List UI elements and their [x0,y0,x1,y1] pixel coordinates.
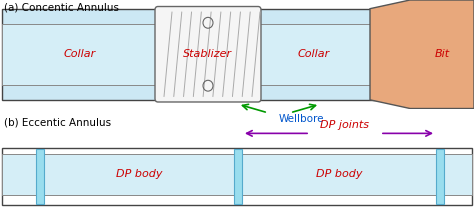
Text: Wellbore: Wellbore [279,114,325,124]
Text: Stablizer: Stablizer [183,49,233,59]
Text: DP joints: DP joints [320,120,370,130]
Text: Collar: Collar [64,49,96,59]
Text: Bit: Bit [435,49,449,59]
Bar [2,148,472,205]
Text: (a) Concentic Annulus: (a) Concentic Annulus [4,2,119,12]
Text: DP body: DP body [316,169,362,179]
Bar [36,149,44,204]
Bar [2,24,158,85]
Polygon shape [370,0,474,108]
Text: DP body: DP body [116,169,162,179]
Bar [436,149,444,204]
Bar [2,9,410,100]
FancyBboxPatch shape [155,7,261,102]
Bar [258,24,370,85]
Bar [2,154,472,195]
Bar [234,149,242,204]
Text: Collar: Collar [298,49,330,59]
Text: (b) Eccentic Annulus: (b) Eccentic Annulus [4,117,111,127]
